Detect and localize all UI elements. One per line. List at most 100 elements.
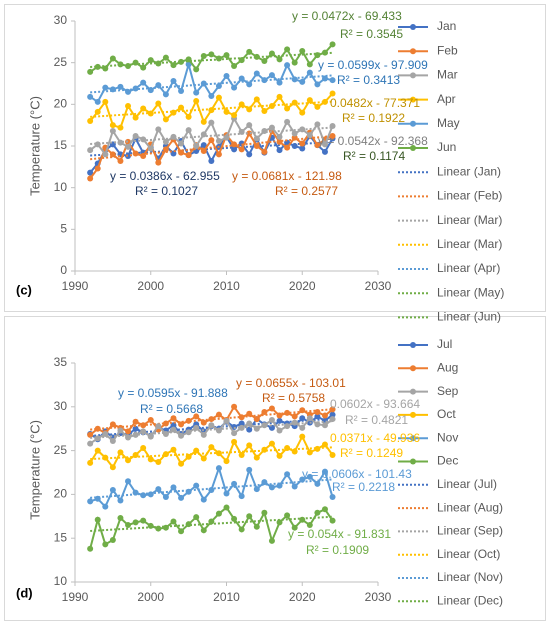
data-point (223, 134, 230, 141)
legend-label: Sep (437, 384, 459, 398)
data-point (276, 427, 283, 434)
data-point (284, 471, 291, 478)
data-point (140, 153, 147, 159)
legend-marker (410, 365, 416, 372)
data-point (299, 407, 306, 414)
data-point (291, 130, 298, 137)
legend-label: Feb (437, 43, 458, 57)
data-point (329, 494, 336, 501)
data-point (155, 486, 162, 493)
annotation: R² = 0.3545 (340, 27, 403, 41)
x-tick-label: 1990 (62, 279, 89, 293)
data-point (215, 151, 222, 158)
data-point (246, 130, 253, 137)
legend-trend-label: Linear (Apr) (437, 261, 500, 275)
data-point (299, 48, 306, 54)
data-point (321, 98, 328, 105)
data-point (215, 94, 222, 101)
panel-label: (c) (16, 282, 32, 297)
data-point (125, 478, 132, 485)
y-tick-label: 25 (54, 443, 68, 457)
annotation: y = 0.0595x - 91.888 (118, 386, 228, 400)
data-point (253, 135, 260, 142)
legend-marker (410, 342, 416, 348)
data-point (321, 412, 328, 419)
data-point (125, 153, 132, 159)
data-point (87, 431, 94, 438)
data-point (208, 518, 215, 525)
data-point (178, 88, 185, 94)
legend-marker (410, 48, 416, 55)
annotation: R² = 0.4821 (345, 413, 408, 427)
y-tick-label: 20 (54, 487, 68, 501)
annotation: 0.0602x - 93.664 (330, 397, 420, 411)
legend-label: Oct (437, 407, 456, 421)
data-point (314, 480, 321, 487)
y-tick-label: 15 (54, 530, 68, 544)
x-tick-label: 2030 (365, 279, 392, 293)
data-point (314, 121, 321, 128)
data-point (200, 142, 207, 149)
annotation: 0.0371x - 49.936 (330, 431, 420, 445)
trend-line (90, 51, 333, 68)
data-point (87, 68, 94, 75)
data-point (223, 490, 230, 497)
data-point (246, 426, 253, 433)
data-point (185, 127, 192, 134)
data-point (253, 53, 260, 60)
data-point (321, 141, 328, 148)
data-point (268, 416, 275, 423)
data-point (291, 413, 298, 420)
data-point (140, 136, 147, 143)
data-point (253, 523, 260, 530)
data-point (291, 59, 298, 66)
data-point (321, 441, 328, 448)
y-tick-label: 15 (54, 138, 68, 152)
y-tick-label: 35 (54, 355, 68, 369)
data-point (200, 455, 207, 462)
data-point (132, 519, 139, 526)
data-point (162, 138, 169, 145)
legend-trend-label: Linear (Mar) (437, 213, 502, 227)
legend-label: Aug (437, 360, 458, 374)
data-point (246, 48, 253, 55)
data-point (231, 480, 238, 487)
data-point (291, 419, 298, 426)
data-point (268, 484, 275, 491)
data-point (215, 510, 222, 517)
data-point (178, 432, 185, 439)
y-tick-label: 0 (60, 263, 67, 277)
data-point (170, 78, 177, 84)
data-point (162, 420, 169, 427)
data-point (253, 486, 260, 493)
trend-line (90, 100, 333, 118)
data-point (253, 96, 260, 103)
legend-trend-label: Linear (Aug) (437, 500, 503, 514)
data-point (178, 140, 185, 147)
data-point (231, 112, 238, 119)
data-point (117, 83, 124, 90)
y-tick-label: 30 (54, 399, 68, 413)
panel-label: (d) (16, 585, 33, 600)
data-point (208, 444, 215, 451)
data-point (102, 430, 109, 437)
data-point (87, 147, 94, 154)
data-point (231, 430, 238, 437)
data-point (246, 513, 253, 520)
data-point (215, 427, 222, 434)
data-point (238, 424, 245, 431)
data-point (155, 100, 162, 107)
data-point (147, 57, 154, 64)
data-point (231, 141, 238, 148)
data-point (140, 105, 147, 112)
data-point (193, 424, 200, 431)
data-point (208, 158, 215, 164)
data-point (306, 449, 313, 456)
legend-marker (410, 435, 416, 442)
data-point (162, 116, 169, 123)
legend-trend-label: Linear (Jan) (437, 164, 501, 178)
data-point (94, 98, 101, 105)
data-point (253, 454, 260, 461)
data-point (170, 62, 177, 69)
annotation: R² = 0.1909 (306, 543, 369, 557)
